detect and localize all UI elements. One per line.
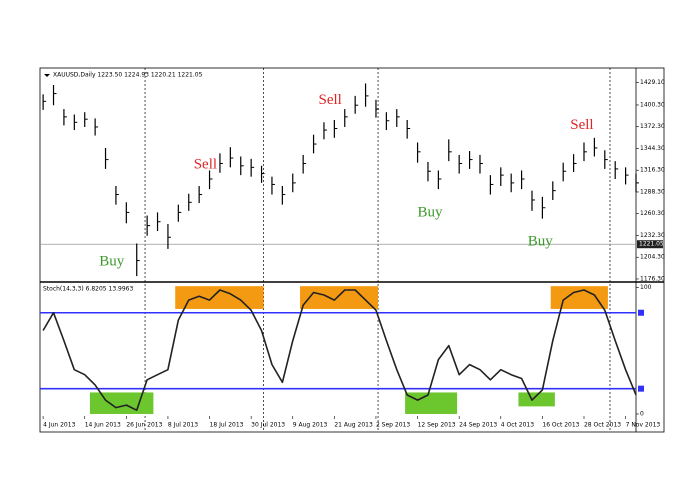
x-tick-label: 16 Oct 2013 [542, 422, 579, 429]
signal-label: Buy [528, 233, 554, 249]
highlight-zone [175, 286, 264, 309]
y-tick-label: 0 [640, 410, 644, 417]
y-tick-label: 1429.10 [640, 79, 665, 86]
highlight-zone [300, 286, 379, 309]
current-price-box [637, 240, 663, 249]
y-tick-label: 1372.30 [640, 123, 665, 130]
x-tick-label: 21 Aug 2013 [334, 422, 373, 429]
x-tick-label: 9 Aug 2013 [293, 422, 328, 429]
y-tick-label: 1400.30 [640, 101, 665, 108]
x-tick-label: 28 Oct 2013 [584, 422, 621, 429]
signal-label: Buy [418, 205, 444, 221]
signal-label: Buy [99, 254, 125, 270]
signal-label: Sell [570, 117, 593, 133]
x-tick-label: 12 Sep 2013 [418, 422, 456, 429]
x-tick-label: 18 Jul 2013 [210, 422, 244, 429]
level-marker [638, 385, 644, 392]
stochastic-line [42, 289, 637, 411]
x-tick-label: 26 Jun 2013 [126, 422, 162, 429]
x-tick-label: 4 Oct 2013 [501, 422, 534, 429]
x-tick-label: 30 Jul 2013 [251, 422, 285, 429]
menu-arrow [44, 74, 50, 77]
y-tick-label: 1232.30 [640, 232, 665, 239]
y-tick-label: 1176.30 [640, 275, 665, 282]
y-tick-label: 1288.30 [640, 188, 665, 195]
x-tick-label: 14 Jun 2013 [85, 422, 121, 429]
highlight-zone [89, 392, 154, 414]
stoch-title: Stoch(14,3,3) 6.8205 13.9963 [43, 286, 134, 293]
y-tick-label: 1260.30 [640, 210, 665, 217]
current-price-label: 1221.05 [639, 241, 664, 248]
signal-label: Sell [194, 156, 217, 172]
y-tick-label: 1204.30 [640, 254, 665, 261]
x-tick-label: 7 Nov 2013 [626, 422, 661, 429]
signal-label: Sell [319, 92, 342, 108]
highlight-zone [550, 286, 608, 309]
y-tick-label: 1344.30 [640, 145, 665, 152]
y-tick-label: 100 [640, 284, 652, 291]
level-marker [638, 309, 644, 316]
x-tick-label: 2 Sep 2013 [376, 422, 410, 429]
highlight-zone [518, 392, 555, 407]
price-title: XAUUSD,Daily 1223.50 1224.93 1220.21 122… [53, 72, 203, 79]
x-tick-label: 8 Jul 2013 [168, 422, 198, 429]
x-tick-label: 4 Jun 2013 [43, 422, 75, 429]
x-tick-label: 24 Sep 2013 [459, 422, 497, 429]
frame [39, 67, 665, 433]
highlight-zone [405, 392, 458, 414]
y-tick-label: 1316.30 [640, 167, 665, 174]
